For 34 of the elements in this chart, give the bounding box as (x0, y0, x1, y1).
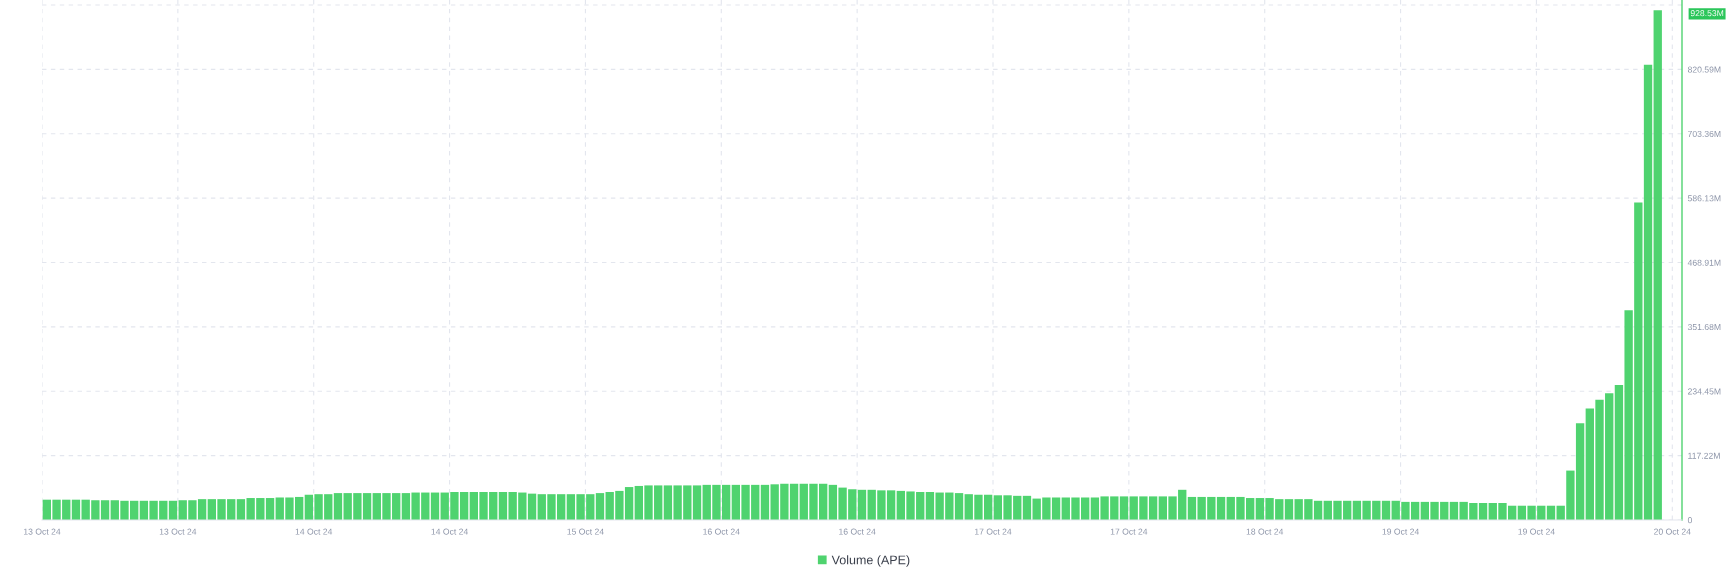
bar (430, 492, 440, 520)
y-tick-label: 351.68M (1687, 324, 1721, 331)
bar (857, 489, 867, 520)
y-tick-label: 117.22M (1688, 452, 1720, 459)
x-tick-label: 14 Oct 24 (431, 528, 468, 535)
bar (692, 485, 702, 520)
x-tick-label: 16 Oct 24 (839, 528, 876, 535)
x-tick-label: 13 Oct 24 (159, 528, 197, 535)
y-tick-label: 703.36M (1688, 130, 1721, 137)
y-tick-label: 586.13M (1687, 195, 1721, 202)
y-tick-label: 0 (1687, 517, 1693, 524)
bar (1381, 500, 1391, 520)
bar (1119, 496, 1129, 520)
text: 928.53M (1690, 10, 1724, 17)
bar (1284, 499, 1294, 520)
y-tick-label: 468.91M (1687, 259, 1721, 266)
x-tick-label: 19 Oct 24 (1518, 528, 1555, 535)
x-tick-label: 16 Oct 24 (703, 528, 740, 535)
x-tick-label: 15 Oct 24 (567, 528, 604, 535)
x-tick-label: 18 Oct 24 (1246, 528, 1284, 535)
bar (168, 500, 178, 520)
x-tick-label: 17 Oct 24 (1110, 528, 1148, 535)
bar (1653, 10, 1662, 520)
legend-label: Volume (APE) (831, 555, 910, 567)
y-tick-label: 234.45M (1687, 388, 1721, 395)
y-tick-label: 820.59M (1687, 66, 1721, 73)
bar (595, 493, 605, 520)
x-tick-label: 13 Oct 24 (23, 528, 61, 535)
x-tick-label: 19 Oct 24 (1382, 528, 1419, 535)
x-tick-label: 14 Oct 24 (295, 528, 333, 535)
x-tick-label: 20 Oct 24 (1654, 528, 1691, 535)
bar (333, 493, 343, 520)
x-tick-label: 17 Oct 24 (975, 528, 1012, 535)
bar (1022, 495, 1032, 520)
